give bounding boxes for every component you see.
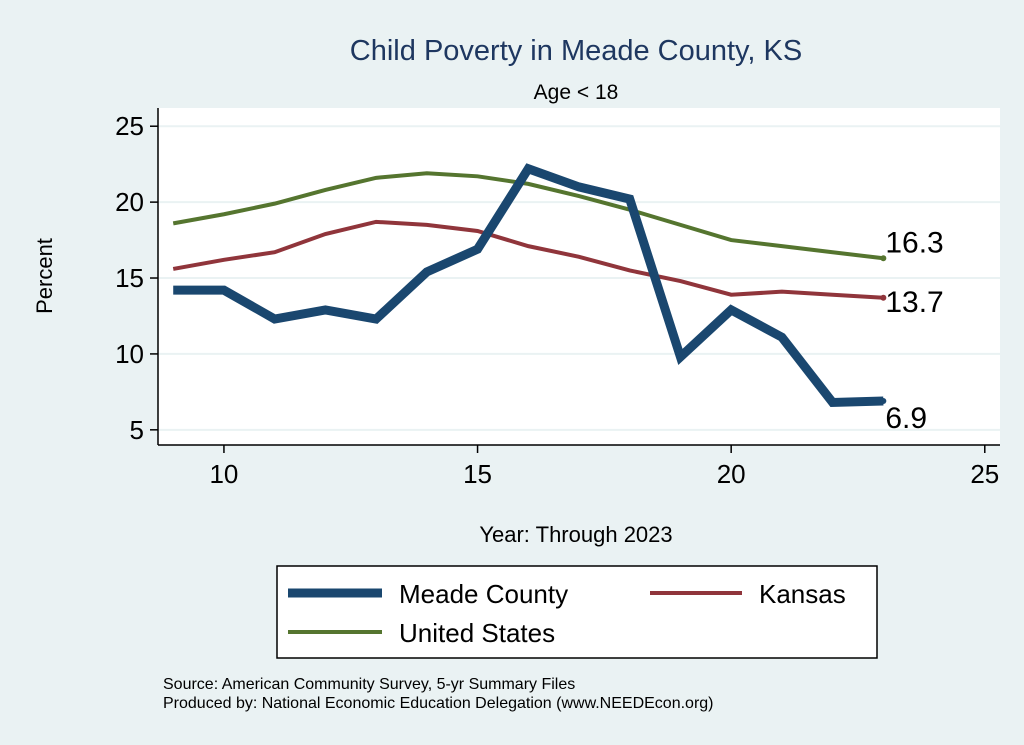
end-value-label: 16.3: [885, 226, 943, 259]
end-point-marker: [880, 255, 887, 262]
y-tick-label: 20: [115, 187, 144, 217]
legend-label-meade: Meade County: [399, 579, 568, 609]
chart-title: Child Poverty in Meade County, KS: [350, 35, 802, 67]
y-tick-label: 10: [115, 339, 144, 369]
x-tick-label: 15: [463, 459, 492, 489]
x-tick-label: 25: [970, 459, 999, 489]
legend: Meade County Kansas United States: [276, 565, 878, 659]
x-tick-label: 10: [209, 459, 238, 489]
series-line-meade-county: [173, 163, 884, 408]
end-value-label: 13.7: [885, 286, 943, 319]
plot-area: [158, 108, 1000, 445]
y-axis-label: Percent: [32, 238, 57, 314]
y-tick-label: 5: [130, 415, 144, 445]
end-value-label: 6.9: [885, 402, 927, 435]
series-line-kansas: [172, 219, 884, 300]
chart-subtitle: Age < 18: [534, 81, 619, 104]
y-tick-label: 25: [115, 111, 144, 141]
y-tick-label: 15: [115, 263, 144, 293]
series-line-united-states: [172, 171, 884, 261]
source-note: Source: American Community Survey, 5-yr …: [163, 676, 575, 693]
legend-label-us: United States: [399, 618, 555, 648]
end-point-marker: [880, 294, 887, 301]
legend-label-kansas: Kansas: [759, 579, 846, 609]
x-tick-label: 20: [717, 459, 746, 489]
producer-note: Produced by: National Economic Education…: [163, 695, 714, 712]
x-axis-label: Year: Through 2023: [479, 522, 672, 547]
end-point-marker: [880, 397, 887, 404]
